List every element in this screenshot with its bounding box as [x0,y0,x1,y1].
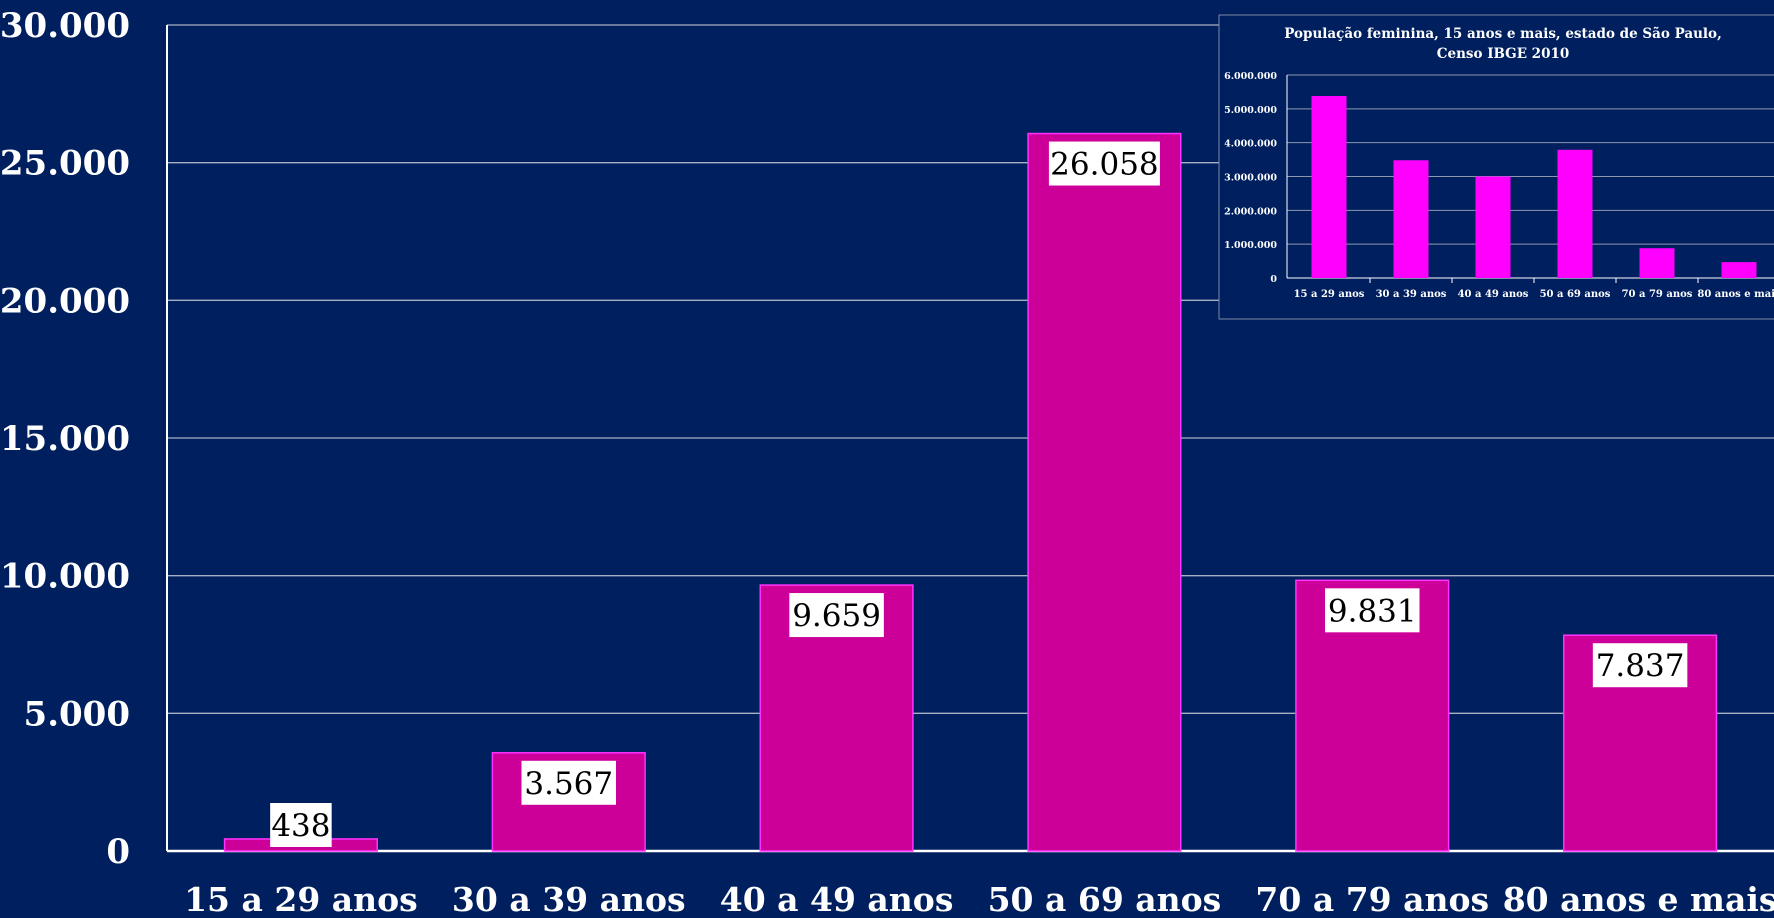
inset-bar [1393,160,1429,278]
data-label: 26.058 [1050,147,1158,183]
x-tick-label: 40 a 49 anos [720,880,954,918]
y-tick-label: 30.000 [0,6,130,46]
x-tick-label: 80 anos e mais [1503,880,1774,918]
y-tick-label: 15.000 [0,419,130,459]
inset-x-tick-label: 50 a 69 anos [1540,289,1611,300]
y-tick-label: 0 [106,832,130,872]
bar [1027,132,1182,852]
data-label-box [521,760,616,805]
x-tick-label: 70 a 79 anos [1255,880,1489,918]
data-label: 438 [271,808,330,844]
inset-x-tick-label: 80 anos e mais [1697,289,1774,300]
data-label-box [1592,643,1688,688]
data-label-box [789,593,884,638]
data-label: 9.831 [1328,593,1417,629]
y-tick-label: 20.000 [0,281,130,321]
x-tick-label: 15 a 29 anos [184,880,418,918]
inset-y-tick-label: 5.000.000 [1224,105,1277,116]
inset-y-tick-label: 3.000.000 [1224,173,1277,184]
inset-title-line-1: População feminina, 15 anos e mais, esta… [1284,26,1722,42]
inset-title-line-2: Censo IBGE 2010 [1437,46,1570,62]
inset-bar [1639,248,1675,278]
inset-bar [1721,262,1757,278]
inset-x-tick-label: 30 a 39 anos [1376,289,1447,300]
inset-y-tick-label: 6.000.000 [1224,71,1277,82]
inset-x-tick-label: 70 a 79 anos [1622,289,1693,300]
data-label: 9.659 [792,598,881,634]
data-label: 7.837 [1596,648,1685,684]
data-label: 3.567 [524,766,613,802]
inset-x-tick-label: 15 a 29 anos [1294,289,1365,300]
inset-y-tick-label: 0 [1270,274,1277,285]
inset-x-tick-label: 40 a 49 anos [1458,289,1529,300]
inset-y-tick-label: 1.000.000 [1224,240,1277,251]
data-label-box [270,803,332,847]
y-tick-label: 10.000 [0,557,130,597]
data-label-box [1325,588,1420,633]
inset-bar [1475,176,1511,278]
y-tick-label: 5.000 [24,694,130,734]
inset-bar-chart: População feminina, 15 anos e mais, esta… [1218,14,1774,320]
y-tick-label: 25.000 [0,144,130,184]
inset-y-tick-label: 2.000.000 [1224,206,1277,217]
inset-bar [1311,95,1347,278]
inset-bar [1557,149,1593,278]
main-bar-chart: 0 5.000 10.000 15.000 20.000 25.000 30.000 438 1… [0,6,1774,918]
x-tick-label: 30 a 39 anos [452,880,686,918]
data-label-box [1048,141,1160,186]
inset-y-tick-label: 4.000.000 [1224,139,1277,150]
x-tick-label: 50 a 69 anos [988,880,1222,918]
